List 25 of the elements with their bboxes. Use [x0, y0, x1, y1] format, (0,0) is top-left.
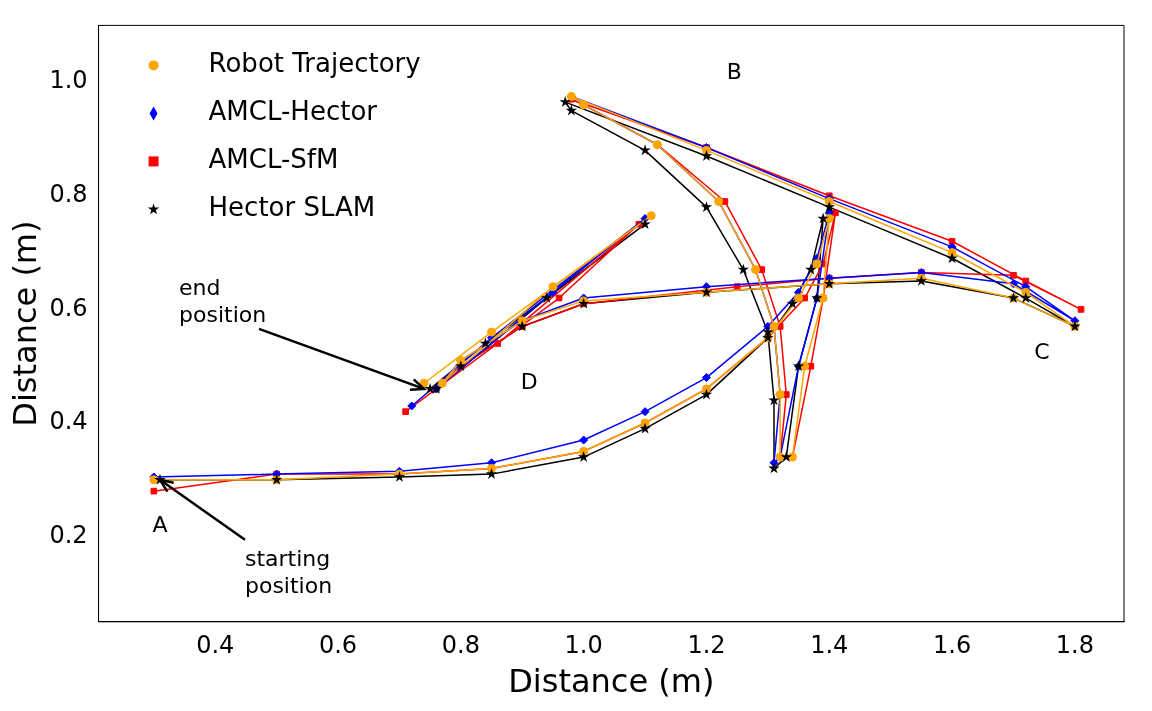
x-tick-label: 1.6	[932, 631, 972, 660]
y-tick-label: 0.2	[49, 520, 88, 549]
x-tick-label: 1.4	[810, 631, 849, 660]
y-axis-title: Distance (m)	[5, 220, 44, 427]
legend-label: AMCL-Hector	[208, 96, 378, 127]
y-tick-label: 0.8	[49, 180, 88, 209]
annotation: end position	[179, 274, 267, 327]
x-tick-label: 1.8	[1055, 631, 1094, 660]
legend-label: Robot Trajectory	[208, 48, 421, 79]
annotation: D	[520, 368, 538, 394]
annotation: B	[726, 58, 742, 84]
y-tick-label: 0.4	[49, 407, 88, 436]
legend-label: Hector SLAM	[208, 192, 376, 223]
x-tick-label: 1.2	[687, 631, 726, 660]
annotation: starting position	[244, 545, 333, 598]
x-tick-label: 0.4	[196, 631, 235, 660]
x-tick-label: 0.6	[318, 631, 358, 660]
annotation: A	[152, 512, 168, 538]
x-tick-label: 0.8	[441, 631, 480, 660]
x-tick-label: 1.0	[564, 631, 603, 660]
y-tick-label: 1.0	[49, 66, 88, 95]
annotation: C	[1034, 339, 1050, 365]
x-axis-title: Distance (m)	[508, 662, 715, 701]
legend-label: AMCL-SfM	[208, 144, 339, 175]
y-tick-label: 0.6	[49, 293, 88, 322]
